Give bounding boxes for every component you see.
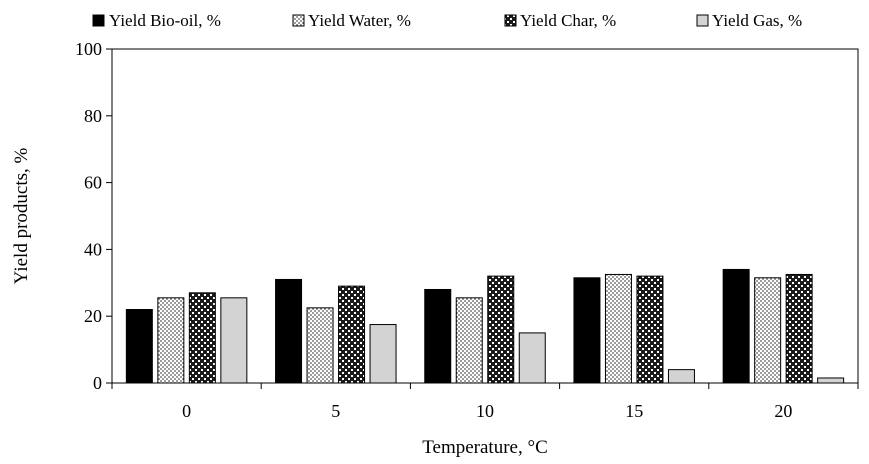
legend-swatch-gas <box>696 14 709 27</box>
bar <box>424 288 452 384</box>
bar <box>455 297 483 384</box>
bar <box>722 268 750 384</box>
y-tick-label: 20 <box>84 306 102 326</box>
legend-swatch-bio-oil <box>92 14 105 27</box>
legend-label-water: Yield Water, % <box>308 11 411 30</box>
y-axis-title: Yield products, % <box>11 147 32 284</box>
bar <box>667 369 695 384</box>
bar <box>817 377 845 384</box>
x-tick-label: 0 <box>182 401 191 421</box>
legend-label-gas: Yield Gas, % <box>712 11 802 30</box>
legend-label-bio-oil: Yield Bio-oil, % <box>109 11 221 30</box>
y-axis: 0 20 40 60 80 100 <box>75 39 112 393</box>
x-tick-label: 20 <box>774 401 792 421</box>
bar <box>275 278 303 384</box>
bar <box>157 297 185 384</box>
legend-item-water: Yield Water, % <box>292 11 411 30</box>
bar <box>188 292 216 384</box>
plot-area <box>111 48 859 384</box>
bar <box>369 324 397 384</box>
bar <box>338 285 366 384</box>
legend: Yield Bio-oil, % Yield Water, % Yield Ch… <box>92 11 802 30</box>
bar <box>573 277 601 384</box>
y-tick-label: 100 <box>75 39 102 59</box>
bar <box>306 307 334 384</box>
bar <box>636 275 664 384</box>
x-axis-title: Temperature, °C <box>422 437 548 458</box>
bar <box>604 273 632 384</box>
legend-item-bio-oil: Yield Bio-oil, % <box>92 11 221 30</box>
y-tick-label: 60 <box>84 173 102 193</box>
bar <box>125 309 153 384</box>
legend-label-char: Yield Char, % <box>520 11 616 30</box>
x-axis: 0 5 10 15 20 <box>111 383 859 421</box>
legend-item-char: Yield Char, % <box>504 11 616 30</box>
legend-swatch-water <box>292 14 305 27</box>
bar <box>487 275 515 384</box>
bar <box>754 277 782 384</box>
y-tick-label: 40 <box>84 239 102 259</box>
bars <box>125 268 845 384</box>
y-tick-label: 80 <box>84 106 102 126</box>
legend-swatch-char <box>504 14 517 27</box>
x-tick-label: 15 <box>625 401 643 421</box>
x-tick-label: 10 <box>476 401 494 421</box>
bar <box>785 273 813 384</box>
bar <box>220 297 248 384</box>
bar <box>518 332 546 384</box>
y-tick-label: 0 <box>93 373 102 393</box>
legend-item-gas: Yield Gas, % <box>696 11 802 30</box>
x-tick-label: 5 <box>331 401 340 421</box>
